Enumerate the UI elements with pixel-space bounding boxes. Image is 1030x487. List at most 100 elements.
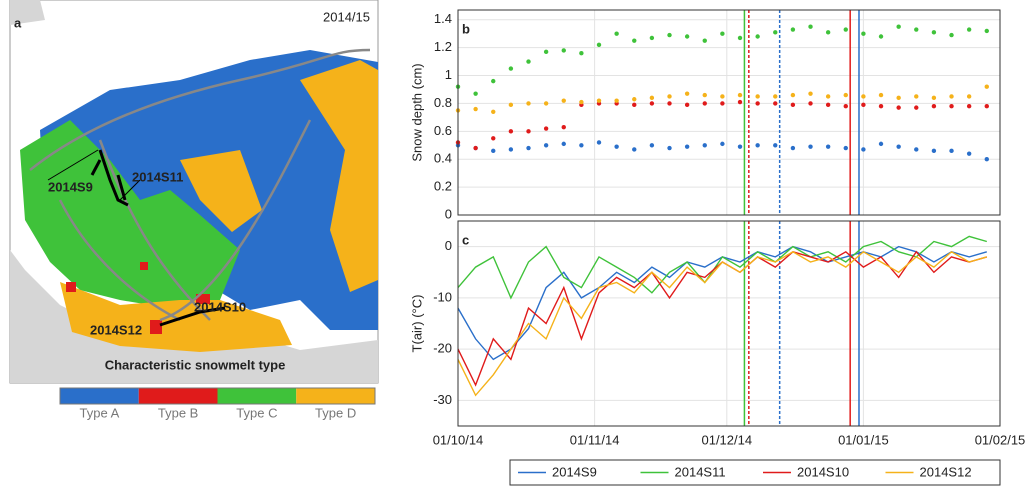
point — [861, 94, 866, 99]
x-tick-label: 01/01/15 — [838, 432, 889, 447]
colorbar: Type A Type B Type C Type D — [59, 387, 376, 420]
point — [596, 140, 602, 145]
point — [861, 147, 866, 152]
point — [667, 32, 672, 38]
point — [473, 91, 478, 96]
colorbar-label: Type C — [236, 405, 277, 420]
point — [773, 143, 778, 148]
x-tick-label: 01/10/14 — [433, 432, 484, 447]
point — [720, 101, 725, 106]
point — [755, 34, 760, 39]
point — [684, 91, 690, 96]
point — [632, 97, 637, 102]
station-label: 2014S11 — [132, 169, 183, 184]
point — [755, 94, 760, 99]
station-label: 2014S10 — [194, 299, 246, 314]
point — [596, 98, 602, 103]
point — [543, 126, 549, 131]
point — [808, 24, 813, 29]
land — [10, 250, 378, 383]
colorbar-frame — [59, 387, 376, 405]
legend-label: 2014S12 — [920, 464, 972, 479]
point — [579, 51, 584, 56]
y-tick-label: -30 — [433, 392, 452, 407]
y-axis-label: T(air) (°C) — [409, 295, 424, 353]
point — [561, 48, 566, 53]
point — [614, 98, 619, 103]
axes-frame — [457, 9, 1001, 216]
season: 2014/15 — [323, 9, 370, 24]
colorbar-label: Type D — [315, 405, 356, 420]
point — [614, 31, 619, 36]
point — [508, 66, 514, 71]
colorbar-swatch — [138, 388, 218, 404]
point — [649, 101, 655, 106]
station-label: 2014S9 — [48, 179, 93, 194]
point — [526, 129, 531, 134]
x-tick-label: 01/12/14 — [701, 432, 752, 447]
ice-track — [29, 48, 371, 322]
point — [649, 143, 655, 148]
point — [526, 145, 531, 151]
x-tick-label: 01/02/15 — [975, 432, 1026, 447]
point — [720, 94, 725, 99]
point — [579, 99, 584, 105]
point — [931, 104, 937, 109]
point — [561, 98, 566, 103]
point — [596, 42, 602, 48]
point — [949, 104, 954, 109]
y-tick-label: -20 — [433, 341, 452, 356]
point — [843, 27, 848, 32]
station-label: 2014S12 — [90, 322, 142, 337]
point — [632, 38, 637, 43]
point — [508, 102, 514, 108]
point — [473, 145, 478, 151]
point — [755, 101, 760, 106]
point — [984, 28, 989, 34]
legend-box — [509, 459, 1001, 486]
x-tick-label: 01/11/14 — [570, 432, 620, 447]
point — [914, 94, 919, 99]
point — [773, 101, 778, 106]
point — [984, 104, 989, 109]
point — [614, 144, 619, 149]
point — [491, 148, 496, 154]
point — [737, 92, 743, 98]
point — [632, 102, 637, 108]
point — [790, 102, 796, 108]
point — [526, 59, 531, 64]
melt-region — [20, 120, 240, 310]
series-line — [457, 250, 987, 397]
panel-label: b — [462, 21, 470, 36]
point — [684, 102, 690, 108]
point — [491, 78, 496, 84]
point — [896, 144, 901, 149]
point — [491, 136, 496, 141]
point — [491, 109, 496, 115]
y-tick-label: -10 — [433, 289, 452, 304]
point — [966, 27, 972, 32]
point — [702, 143, 707, 148]
point — [579, 143, 584, 148]
point — [896, 24, 901, 29]
point — [667, 145, 672, 151]
point — [755, 143, 760, 148]
y-tick-label: 1.4 — [434, 11, 452, 26]
point — [949, 94, 954, 99]
point — [931, 95, 937, 101]
point — [737, 144, 743, 149]
panel-label: a — [14, 15, 22, 30]
y-tick-label: 0 — [445, 238, 452, 253]
series-line — [457, 235, 987, 300]
melt-region — [180, 150, 262, 232]
point — [473, 106, 478, 112]
point — [878, 92, 884, 98]
point — [896, 95, 901, 101]
point — [966, 104, 972, 109]
map-title: Characteristic snowmelt type — [105, 357, 286, 372]
y-tick-label: 0.6 — [434, 123, 452, 138]
point — [649, 35, 655, 41]
leader — [47, 149, 99, 181]
colorbar-label: Type B — [158, 405, 198, 420]
